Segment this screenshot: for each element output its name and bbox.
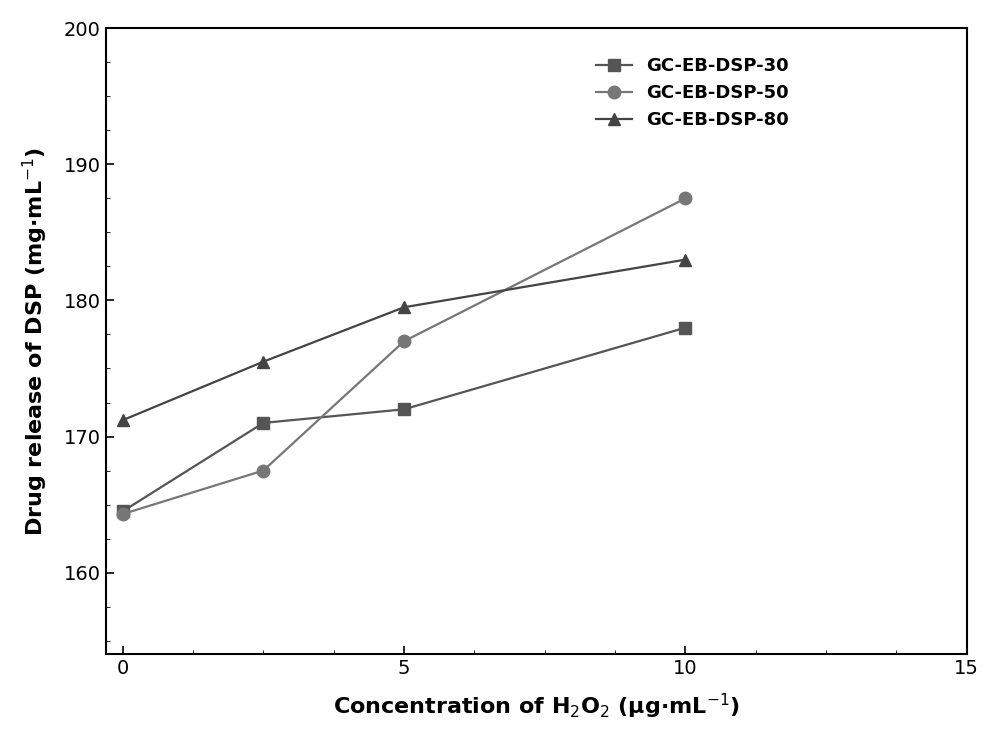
Line: GC-EB-DSP-30: GC-EB-DSP-30 bbox=[116, 321, 692, 518]
GC-EB-DSP-80 bbox=[117, 416, 129, 424]
GC-EB-DSP-50 bbox=[398, 337, 410, 346]
GC-EB-DSP-80 bbox=[398, 303, 410, 312]
GC-EB-DSP-50 bbox=[257, 466, 269, 475]
X-axis label: Concentration of H$_2$O$_2$ (μg·mL$^{-1}$): Concentration of H$_2$O$_2$ (μg·mL$^{-1}… bbox=[333, 692, 740, 721]
GC-EB-DSP-30 bbox=[398, 405, 410, 414]
GC-EB-DSP-30 bbox=[117, 507, 129, 516]
GC-EB-DSP-50 bbox=[117, 510, 129, 519]
Legend: GC-EB-DSP-30, GC-EB-DSP-50, GC-EB-DSP-80: GC-EB-DSP-30, GC-EB-DSP-50, GC-EB-DSP-80 bbox=[588, 50, 796, 137]
GC-EB-DSP-80 bbox=[679, 255, 691, 264]
GC-EB-DSP-30 bbox=[257, 418, 269, 427]
Line: GC-EB-DSP-80: GC-EB-DSP-80 bbox=[116, 253, 692, 427]
Line: GC-EB-DSP-50: GC-EB-DSP-50 bbox=[116, 192, 692, 520]
GC-EB-DSP-80 bbox=[257, 357, 269, 366]
GC-EB-DSP-30 bbox=[679, 324, 691, 332]
GC-EB-DSP-50 bbox=[679, 194, 691, 203]
Y-axis label: Drug release of DSP (mg·mL$^{-1}$): Drug release of DSP (mg·mL$^{-1}$) bbox=[21, 147, 50, 536]
